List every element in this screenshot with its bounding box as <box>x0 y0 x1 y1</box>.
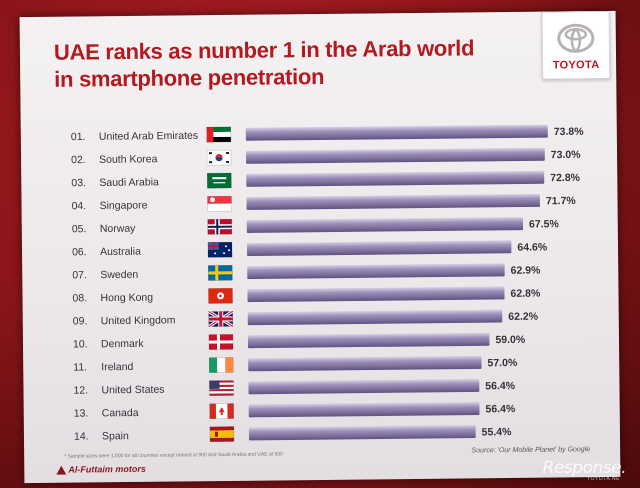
value-label: 55.4% <box>482 426 513 438</box>
ireland-flag-icon <box>208 357 234 373</box>
united-kingdom-flag-icon <box>207 310 234 328</box>
chart-row: 10. Denmark 59.0% <box>73 332 526 351</box>
source-note: Source: 'Our Mobile Planet' by Google <box>471 446 591 455</box>
country-label: Saudi Arabia <box>99 176 159 189</box>
value-label: 62.2% <box>508 311 539 323</box>
rank-label: 04. <box>71 200 86 212</box>
bar <box>246 170 545 187</box>
watermark-sub: TOYOTA.NE <box>587 476 620 482</box>
rank-label: 01. <box>71 131 86 143</box>
company-name: Al-Futtaim motors <box>68 463 146 475</box>
rank-label: 13. <box>74 408 89 420</box>
country-label: Sweden <box>100 269 138 281</box>
bar <box>245 147 545 164</box>
chart-row: 03. Saudi Arabia 72.8% <box>71 170 581 189</box>
country-label: Spain <box>102 430 129 442</box>
value-label: 64.6% <box>517 241 548 253</box>
country-label: Hong Kong <box>100 292 153 305</box>
bar <box>246 217 524 233</box>
bar <box>245 124 548 141</box>
country-label: United States <box>101 384 164 397</box>
bar <box>248 355 482 372</box>
value-label: 57.0% <box>487 357 518 369</box>
value-label: 59.0% <box>495 334 526 346</box>
chart-row: 09. United Kingdom 62.2% <box>73 309 539 328</box>
denmark-flag-icon <box>208 334 234 350</box>
value-label: 73.8% <box>554 126 585 138</box>
canada-flag-icon <box>209 403 235 420</box>
bar <box>247 309 503 326</box>
bar <box>246 240 512 257</box>
chart-row: 07. Sweden 62.9% <box>72 263 542 281</box>
bar <box>248 401 480 418</box>
chart-row: 12. United States 56.4% <box>73 378 516 397</box>
value-label: 67.5% <box>529 218 560 230</box>
bar <box>247 332 490 349</box>
rank-label: 14. <box>74 431 89 443</box>
value-label: 72.8% <box>550 172 581 184</box>
rank-label: 11. <box>73 361 87 373</box>
rank-label: 03. <box>71 177 86 189</box>
slide: UAE ranks as number 1 in the Arab world … <box>19 10 621 484</box>
ranking-chart: 01. United Arab Emirates 73.8% 02. South Kor… <box>71 124 585 443</box>
chart-row: 06. Australia 64.6% <box>72 240 548 258</box>
bar <box>247 286 505 303</box>
country-label: Canada <box>102 407 139 419</box>
hong-kong-flag-icon <box>208 288 233 304</box>
country-label: South Korea <box>99 153 158 166</box>
value-label: 62.8% <box>510 288 541 300</box>
chart-row: 08. Hong Kong 62.8% <box>72 286 541 305</box>
chart-row: 11. Ireland 57.0% <box>73 355 518 374</box>
country-label: United Arab Emirates <box>99 130 198 143</box>
value-label: 62.9% <box>511 264 542 276</box>
rank-label: 12. <box>73 384 88 396</box>
saudi-arabia-flag-icon <box>206 172 232 189</box>
rank-label: 05. <box>72 223 87 235</box>
chart-row: 01. United Arab Emirates 73.8% <box>71 124 585 143</box>
country-label: Ireland <box>101 361 133 373</box>
bar <box>246 193 540 210</box>
chart-row: 04. Singapore 71.7% <box>71 193 577 212</box>
country-label: Australia <box>100 246 141 258</box>
value-label: 56.4% <box>485 380 516 392</box>
australia-flag-icon <box>207 241 233 258</box>
chart-row: 14. Spain 55.4% <box>74 425 513 443</box>
norway-flag-icon <box>207 218 233 235</box>
watermark: Response. <box>542 458 627 478</box>
united-states-flag-icon <box>209 380 234 396</box>
value-label: 56.4% <box>485 403 516 415</box>
chart-row: 02. South Korea 73.0% <box>71 147 582 166</box>
rank-label: 02. <box>71 154 86 166</box>
bar <box>248 425 476 441</box>
south-korea-flag-icon <box>206 149 232 166</box>
chart-row: 13. Canada 56.4% <box>74 401 516 420</box>
rank-label: 07. <box>72 269 87 281</box>
singapore-flag-icon <box>207 195 232 212</box>
rank-label: 10. <box>73 338 88 350</box>
rank-label: 06. <box>72 246 87 258</box>
rank-label: 09. <box>73 315 88 327</box>
al-futtaim-logo-icon <box>56 465 67 475</box>
chart-row: 05. Norway 67.5% <box>72 217 560 235</box>
country-label: Norway <box>100 223 136 235</box>
toyota-logo: TOYOTA <box>541 10 611 80</box>
country-label: United Kingdom <box>101 314 176 327</box>
toyota-emblem-icon <box>557 23 595 53</box>
value-label: 73.0% <box>551 149 582 161</box>
bar <box>247 263 505 280</box>
rank-label: 08. <box>72 292 87 304</box>
country-label: Denmark <box>101 338 144 350</box>
sweden-flag-icon <box>207 264 233 281</box>
spain-flag-icon <box>209 426 235 443</box>
bar <box>248 378 480 395</box>
value-label: 71.7% <box>546 195 577 207</box>
country-label: Singapore <box>99 199 147 212</box>
uae-flag-icon <box>206 126 232 143</box>
